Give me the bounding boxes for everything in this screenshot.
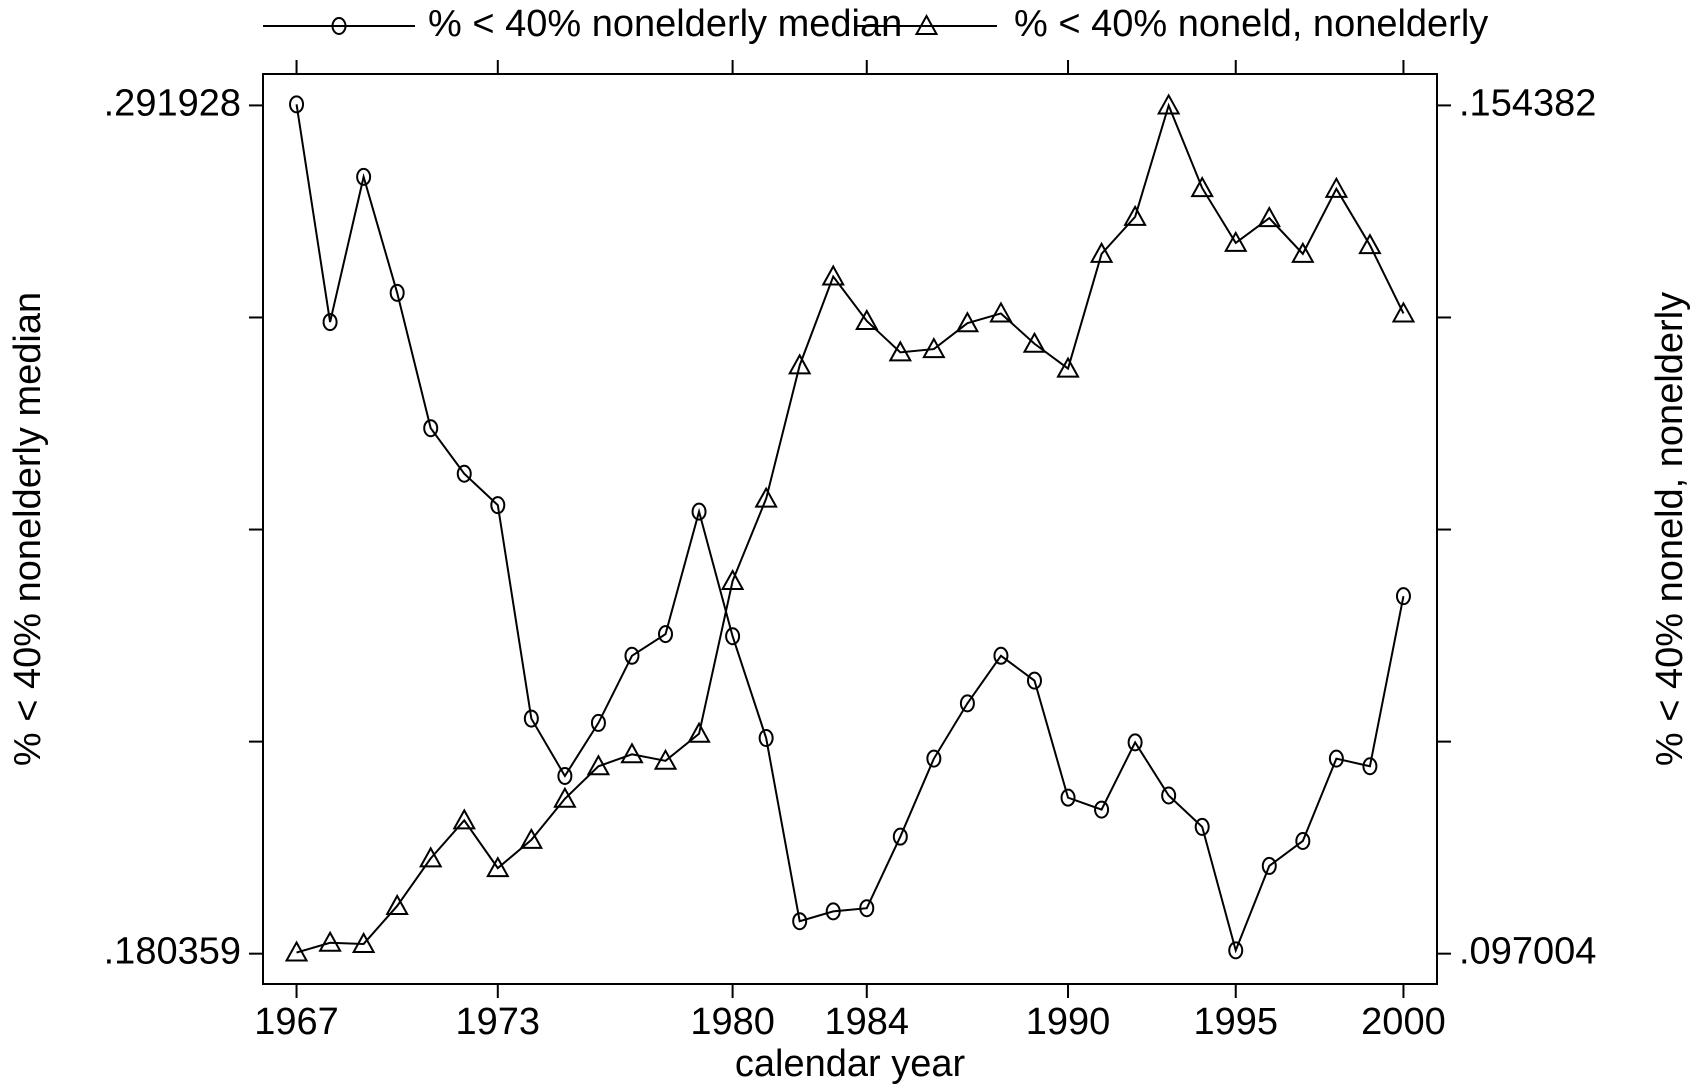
y2-axis-title: % < 40% noneld, nonelderly	[1649, 292, 1691, 766]
data-point	[1190, 176, 1214, 198]
data-point	[1127, 733, 1143, 752]
data-point	[553, 786, 577, 808]
data-point	[754, 486, 778, 508]
y-tick-label: .291928	[104, 82, 241, 124]
data-point	[1295, 831, 1311, 850]
data-point	[1257, 206, 1281, 228]
data-point	[1328, 749, 1344, 768]
data-point	[356, 167, 372, 186]
data-point	[922, 337, 946, 359]
data-point	[351, 931, 376, 953]
data-point	[1060, 788, 1076, 807]
data-point	[523, 709, 539, 728]
data-point	[490, 496, 506, 515]
data-point	[284, 940, 309, 962]
data-point	[385, 893, 409, 915]
data-point	[1094, 800, 1110, 819]
data-point	[419, 846, 443, 868]
data-point	[1123, 204, 1147, 226]
legend-marker	[914, 13, 939, 35]
x-tick-label: 1990	[1026, 1001, 1111, 1043]
data-point	[519, 827, 544, 849]
data-point	[888, 340, 913, 362]
data-point	[1395, 587, 1411, 606]
data-point	[1022, 331, 1047, 353]
data-point	[855, 308, 879, 330]
data-point	[825, 902, 841, 921]
x-axis-title: calendar year	[735, 1043, 966, 1085]
data-point	[926, 749, 942, 768]
data-point	[1224, 230, 1248, 252]
data-point	[787, 353, 812, 375]
y2-tick-label: .097004	[1459, 931, 1596, 973]
data-point	[389, 283, 405, 302]
data-point	[792, 912, 808, 931]
data-point	[1194, 817, 1210, 836]
data-point	[1391, 301, 1416, 323]
legend-label: % < 40% noneld, nonelderly	[1014, 3, 1488, 45]
y-tick-label: .180359	[104, 931, 241, 973]
data-point	[725, 627, 741, 646]
data-point	[1291, 241, 1315, 263]
series-line	[295, 104, 1405, 954]
data-point	[1161, 786, 1177, 805]
data-point	[322, 313, 338, 332]
data-point	[1228, 941, 1244, 960]
data-point	[1261, 856, 1277, 875]
data-point	[557, 766, 573, 785]
data-point	[1026, 671, 1042, 690]
data-point	[989, 301, 1013, 323]
x-tick-label: 1973	[456, 1001, 541, 1043]
data-point	[821, 264, 845, 286]
data-point	[318, 930, 342, 952]
series-line	[296, 102, 1405, 954]
y-axis-title: % < 40% nonelderly median	[7, 292, 49, 766]
data-point	[955, 311, 980, 333]
data-point	[993, 646, 1009, 665]
data-point	[452, 808, 476, 830]
data-point	[959, 694, 975, 713]
data-point	[620, 742, 644, 764]
data-point	[456, 464, 472, 483]
data-point	[586, 754, 611, 776]
data-point	[486, 856, 510, 878]
legend-label: % < 40% nonelderly median	[428, 3, 902, 45]
data-point	[658, 625, 674, 644]
x-tick-label: 1980	[690, 1001, 775, 1043]
x-tick-label: 1995	[1193, 1001, 1278, 1043]
data-point	[687, 721, 711, 743]
data-point	[691, 502, 707, 521]
data-point	[1358, 233, 1382, 255]
legend-marker	[331, 17, 347, 35]
data-point	[1324, 176, 1349, 198]
data-point	[758, 729, 774, 748]
x-tick-label: 2000	[1361, 1001, 1446, 1043]
data-point	[423, 419, 439, 438]
data-point	[1089, 241, 1114, 263]
data-point	[720, 568, 745, 591]
y2-tick-label: .154382	[1459, 82, 1596, 124]
data-point	[1156, 93, 1181, 115]
x-tick-label: 1967	[254, 1001, 339, 1043]
data-point	[289, 95, 305, 114]
data-point	[590, 713, 606, 732]
data-point	[1056, 356, 1080, 378]
data-point	[892, 827, 908, 846]
data-point	[624, 646, 640, 665]
data-point	[859, 899, 875, 918]
data-point	[1362, 757, 1378, 776]
x-tick-label: 1984	[824, 1001, 909, 1043]
data-point	[653, 748, 678, 770]
